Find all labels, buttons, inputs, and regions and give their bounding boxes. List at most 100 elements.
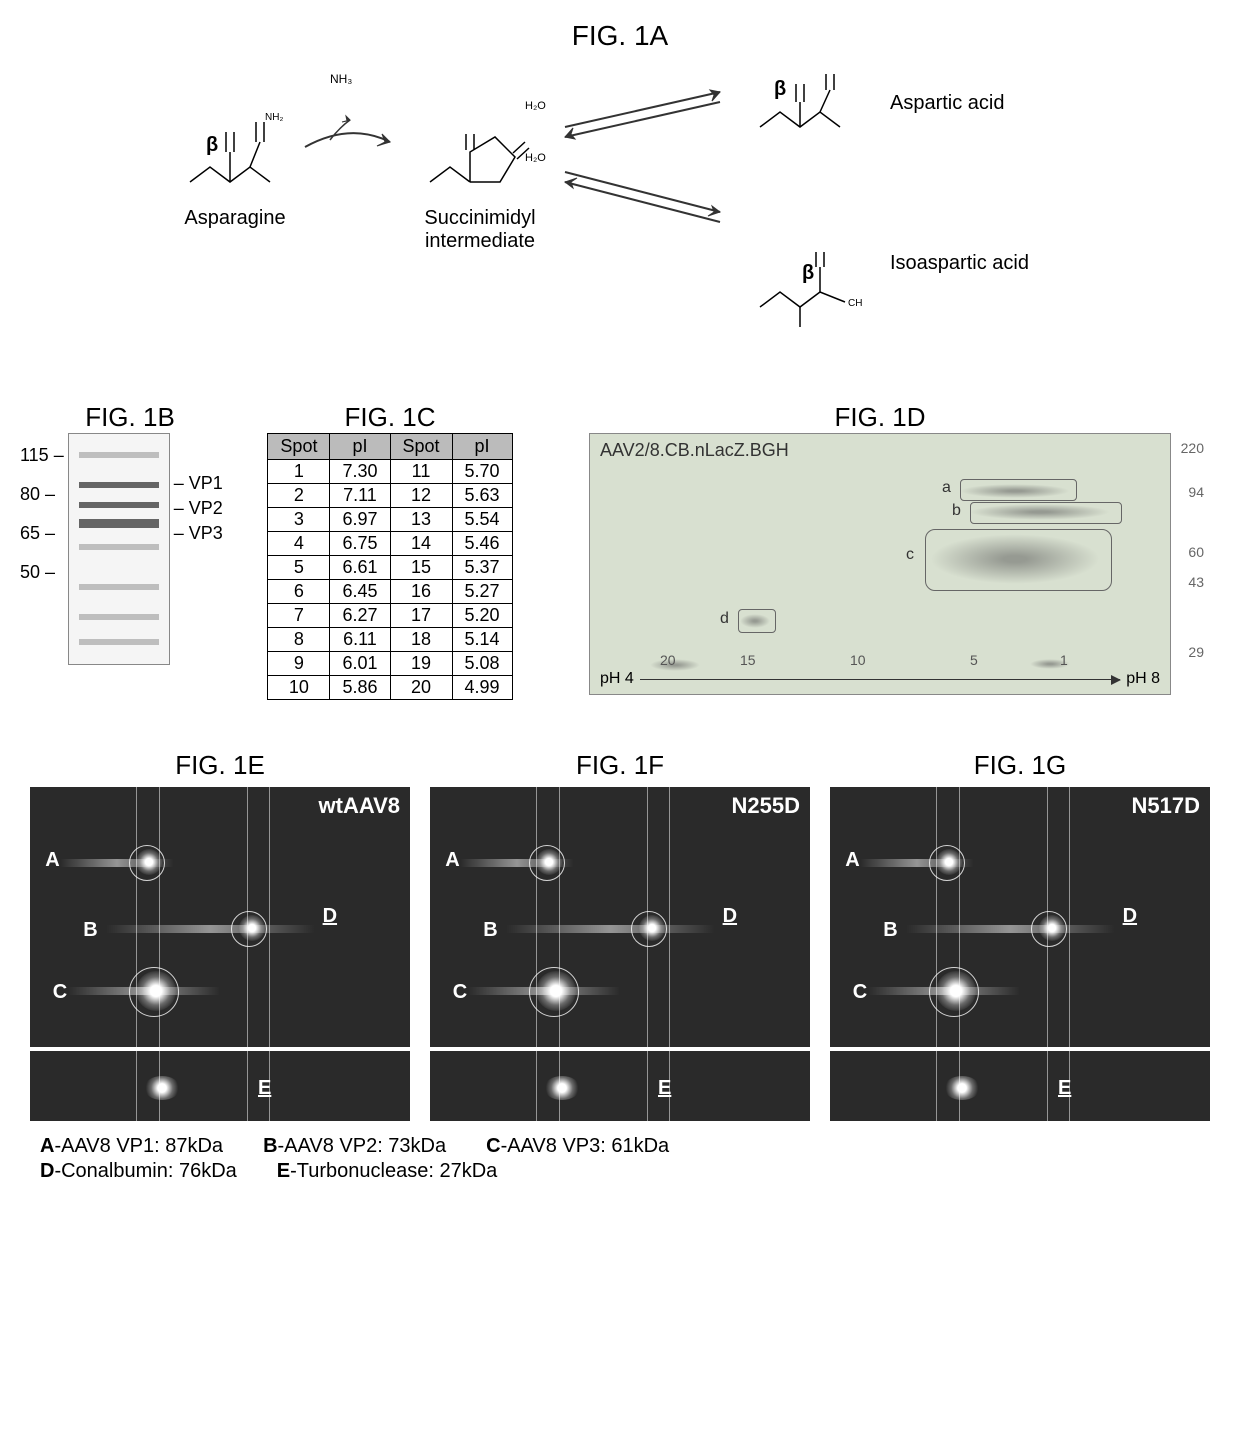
legend-efg: A-AAV8 VP1: 87kDa B-AAV8 VP2: 73kDa C-AA… (20, 1135, 1220, 1158)
pi-cell: 5.86 (330, 676, 390, 700)
label-c: c (906, 546, 914, 564)
pi-cell: 5.46 (452, 532, 512, 556)
label-d: d (720, 610, 729, 628)
table-row: 105.86204.99 (268, 676, 512, 700)
pi-cell: 7.11 (330, 484, 390, 508)
table-row: 56.61155.37 (268, 556, 512, 580)
mw-94: 94 (1188, 484, 1204, 500)
pi-cell: 6.27 (330, 604, 390, 628)
pi-cell: 5 (268, 556, 330, 580)
pi-cell: 5.63 (452, 484, 512, 508)
tick-10: 10 (850, 652, 866, 668)
pi-cell: 5.54 (452, 508, 512, 532)
vp3-label: – VP3 (174, 523, 223, 544)
table-row: 17.30115.70 (268, 460, 512, 484)
pi-cell: 7 (268, 604, 330, 628)
legend-b: B-AAV8 VP2: 73kDa (263, 1135, 446, 1158)
pi-cell: 12 (390, 484, 452, 508)
fig1d-caption: AAV2/8.CB.nLacZ.BGH (600, 440, 789, 461)
pi-cell: 13 (390, 508, 452, 532)
fig1a-title: FIG. 1A (20, 20, 1220, 52)
fig1d: FIG. 1D AAV2/8.CB.nLacZ.BGH 220 94 60 43… (540, 402, 1220, 695)
pi-cell: 4 (268, 532, 330, 556)
pi-header: pI (452, 434, 512, 460)
ph4: pH 4 (600, 670, 634, 688)
pi-cell: 9 (268, 652, 330, 676)
label-E: E (1058, 1077, 1071, 1100)
tick-20: 20 (660, 652, 676, 668)
vp1-label: – VP1 (174, 473, 223, 494)
nh3-label: NH₃ (330, 72, 352, 86)
beta-iso: β (802, 262, 814, 285)
pi-cell: 3 (268, 508, 330, 532)
panel-title: N517D (1132, 793, 1200, 819)
label-C: C (453, 981, 467, 1004)
table-row: 96.01195.08 (268, 652, 512, 676)
gel-dark-sub: E (830, 1051, 1210, 1121)
pi-cell: 6.45 (330, 580, 390, 604)
label-C: C (53, 981, 67, 1004)
legend-efg-2: D-Conalbumin: 76kDa E-Turbonuclease: 27k… (20, 1160, 1220, 1183)
pi-cell: 10 (268, 676, 330, 700)
label-B: B (883, 919, 897, 942)
pi-table: SpotpISpotpI 17.30115.7027.11125.6336.97… (267, 433, 512, 700)
vp2-label: – VP2 (174, 498, 223, 519)
mw-220: 220 (1181, 440, 1204, 456)
pi-cell: 4.99 (452, 676, 512, 700)
label-E: E (658, 1077, 671, 1100)
pi-header: Spot (390, 434, 452, 460)
table-row: 27.11125.63 (268, 484, 512, 508)
table-row: 36.97135.54 (268, 508, 512, 532)
svg-text:NH₂: NH₂ (265, 112, 283, 123)
label-D: D (723, 905, 737, 928)
box-d (738, 609, 776, 633)
aspartic-label: Aspartic acid (890, 92, 1005, 115)
mol-isoaspartic: CH β (750, 232, 870, 337)
efg-panel: FIG. 1G N517D A B D C E (830, 750, 1210, 1121)
ph8: pH 8 (1126, 670, 1160, 688)
pi-cell: 5.70 (452, 460, 512, 484)
label-A: A (45, 849, 59, 872)
table-row: 86.11185.14 (268, 628, 512, 652)
box-c (925, 529, 1112, 591)
pi-cell: 2 (268, 484, 330, 508)
pi-cell: 18 (390, 628, 452, 652)
vp-labels: – VP1 – VP2 – VP3 (170, 433, 223, 544)
gel-dark-main: wtAAV8 A B D C (30, 787, 410, 1047)
asparagine-label: Asparagine (180, 207, 290, 230)
pi-cell: 11 (390, 460, 452, 484)
gel-dark-sub: E (30, 1051, 410, 1121)
pi-cell: 1 (268, 460, 330, 484)
legend-d: D-Conalbumin: 76kDa (40, 1160, 237, 1183)
fig1c-title: FIG. 1C (260, 402, 520, 433)
mw-50: 50 – (20, 562, 64, 583)
efg-fig-title: FIG. 1E (30, 750, 410, 781)
fig1b: FIG. 1B 115 – 80 – 65 – 50 – – VP1 – VP2 (20, 402, 240, 665)
pi-cell: 17 (390, 604, 452, 628)
pi-cell: 20 (390, 676, 452, 700)
fig1b-title: FIG. 1B (20, 402, 240, 433)
pi-cell: 5.37 (452, 556, 512, 580)
pi-cell: 5.08 (452, 652, 512, 676)
gel-dark-main: N517D A B D C (830, 787, 1210, 1047)
pi-cell: 14 (390, 532, 452, 556)
pi-cell: 6.75 (330, 532, 390, 556)
legend-c: C-AAV8 VP3: 61kDa (486, 1135, 669, 1158)
mol-asparagine: NH₂ β Asparagine (180, 92, 290, 230)
pi-cell: 6 (268, 580, 330, 604)
mw-29: 29 (1188, 644, 1204, 660)
mol-aspartic: β (750, 52, 860, 147)
isoaspartic-label: Isoaspartic acid (890, 252, 1029, 275)
label-A: A (445, 849, 459, 872)
h2o-top: H₂O (525, 100, 546, 112)
pi-cell: 6.97 (330, 508, 390, 532)
legend-e: E-Turbonuclease: 27kDa (277, 1160, 498, 1183)
fig1d-title: FIG. 1D (540, 402, 1220, 433)
pi-cell: 16 (390, 580, 452, 604)
gel-dark-sub: E (430, 1051, 810, 1121)
label-B: B (83, 919, 97, 942)
succinimidyl-label: Succinimidyl intermediate (420, 207, 540, 253)
tick-1: 1 (1060, 652, 1068, 668)
panel-title: N255D (732, 793, 800, 819)
pi-header: Spot (268, 434, 330, 460)
